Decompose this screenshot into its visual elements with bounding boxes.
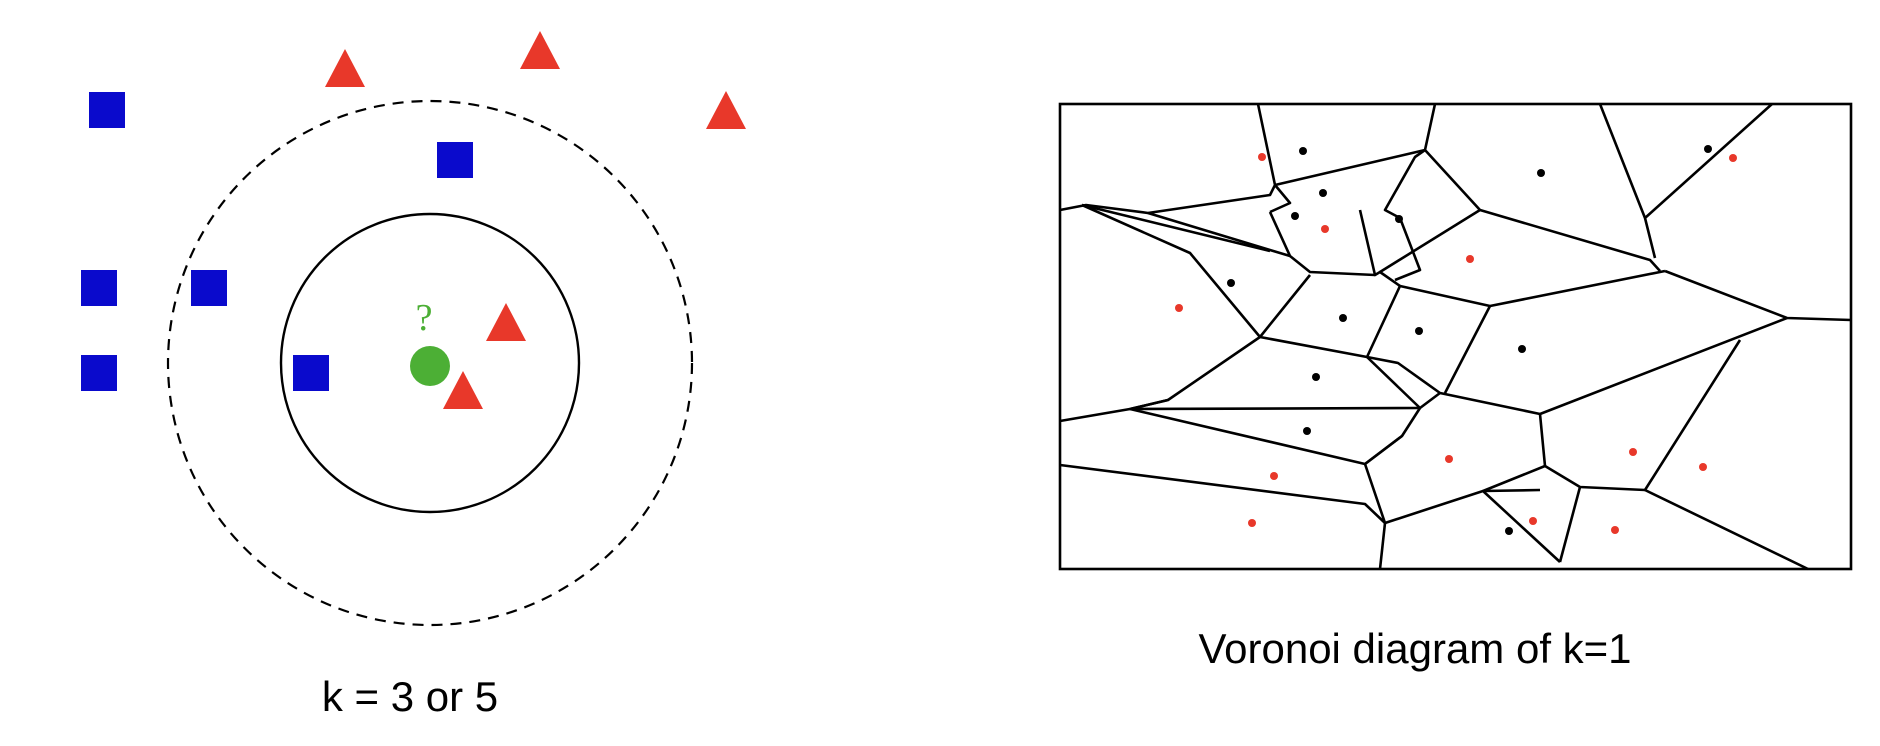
voronoi-panel: Voronoi diagram of k=1 xyxy=(1058,102,1853,672)
triangle-class-points xyxy=(325,31,746,409)
site-point-black xyxy=(1505,527,1513,535)
site-point-black xyxy=(1291,212,1299,220)
site-point-red xyxy=(1258,153,1266,161)
voronoi-red-sites xyxy=(1175,153,1737,534)
square-point xyxy=(293,355,329,391)
voronoi-edge xyxy=(1059,463,1386,524)
knn-caption: k = 3 or 5 xyxy=(322,673,498,720)
site-point-red xyxy=(1699,463,1707,471)
triangle-point xyxy=(486,303,526,341)
square-class-points xyxy=(81,92,473,391)
site-point-black xyxy=(1339,314,1347,322)
triangle-point xyxy=(706,91,746,129)
site-point-black xyxy=(1395,215,1403,223)
voronoi-edge xyxy=(1558,486,1582,563)
site-point-black xyxy=(1303,427,1311,435)
site-point-red xyxy=(1729,154,1737,162)
voronoi-edge xyxy=(1482,490,1561,563)
voronoi-edge xyxy=(1358,209,1401,288)
inner-neighborhood-circle xyxy=(279,212,581,514)
voronoi-edge xyxy=(1059,203,1262,423)
voronoi-edge xyxy=(1268,211,1376,277)
site-point-red xyxy=(1321,225,1329,233)
site-point-red xyxy=(1529,517,1537,525)
square-point xyxy=(81,355,117,391)
voronoi-edge xyxy=(1644,103,1773,219)
site-point-red xyxy=(1466,255,1474,263)
site-point-black xyxy=(1415,327,1423,335)
site-point-black xyxy=(1518,345,1526,353)
query-point xyxy=(410,346,450,386)
voronoi-edge xyxy=(1378,522,1387,570)
square-point xyxy=(437,142,473,178)
site-point-red xyxy=(1248,519,1256,527)
voronoi-caption: Voronoi diagram of k=1 xyxy=(1198,625,1631,672)
site-point-black xyxy=(1319,189,1327,197)
site-point-black xyxy=(1227,279,1235,287)
voronoi-edge xyxy=(1269,184,1292,214)
site-point-black xyxy=(1537,169,1545,177)
square-point xyxy=(81,270,117,306)
query-question-mark: ? xyxy=(416,297,433,339)
site-point-red xyxy=(1445,455,1453,463)
square-point xyxy=(191,270,227,306)
voronoi-edge xyxy=(1643,339,1809,571)
site-point-black xyxy=(1312,373,1320,381)
square-point xyxy=(89,92,125,128)
voronoi-edge xyxy=(1383,148,1426,282)
voronoi-edge xyxy=(1379,208,1481,274)
knn-panel: ? k = 3 or 5 xyxy=(81,31,746,720)
triangle-point xyxy=(520,31,560,69)
triangle-point xyxy=(325,49,365,87)
voronoi-edge xyxy=(1365,285,1788,416)
voronoi-cell-edges xyxy=(1059,103,1852,571)
site-point-black xyxy=(1704,145,1712,153)
site-point-black xyxy=(1299,147,1307,155)
triangle-point xyxy=(443,371,483,409)
voronoi-edge xyxy=(1443,305,1492,394)
voronoi-black-sites xyxy=(1227,145,1712,535)
voronoi-edge xyxy=(1424,149,1661,272)
site-point-red xyxy=(1175,304,1183,312)
site-point-red xyxy=(1270,472,1278,480)
site-point-red xyxy=(1611,526,1619,534)
site-point-red xyxy=(1629,448,1637,456)
outer-neighborhood-circle xyxy=(166,99,694,627)
voronoi-edge xyxy=(1081,203,1271,253)
